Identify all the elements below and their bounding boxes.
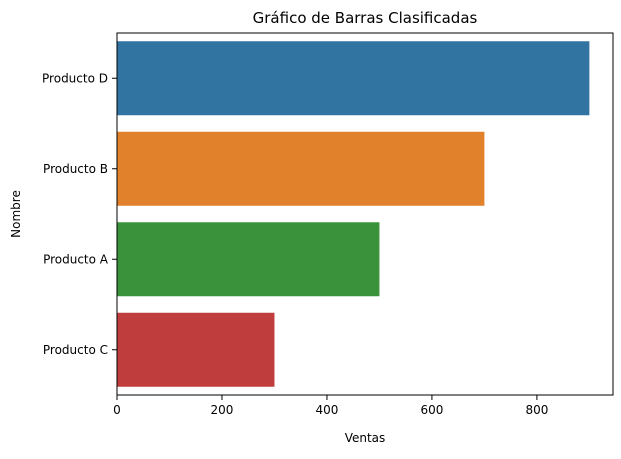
bar-producto-b <box>117 131 485 206</box>
bar-producto-c <box>117 312 275 387</box>
x-tick-label: 400 <box>315 403 338 417</box>
y-tick-label: Producto A <box>43 252 109 266</box>
bar-producto-a <box>117 222 380 297</box>
y-tick-label: Producto D <box>42 71 108 85</box>
y-tick-label: Producto B <box>43 162 108 176</box>
x-axis-ticks: 0 200 400 600 800 <box>113 395 548 417</box>
bar-producto-d <box>117 41 590 116</box>
y-tick-label: Producto C <box>43 343 108 357</box>
x-tick-label: 600 <box>420 403 443 417</box>
y-axis-ticks: Producto D Producto B Producto A Producto C <box>42 71 117 357</box>
plot-frame <box>116 32 614 396</box>
x-tick-label: 0 <box>113 403 121 417</box>
x-tick-label: 200 <box>211 403 234 417</box>
y-axis-title: Nombre <box>9 190 23 238</box>
bars-layer <box>117 41 590 387</box>
x-tick-label: 800 <box>525 403 548 417</box>
x-axis-title: Ventas <box>345 431 386 445</box>
chart-title: Gráfico de Barras Clasificadas <box>253 9 478 27</box>
